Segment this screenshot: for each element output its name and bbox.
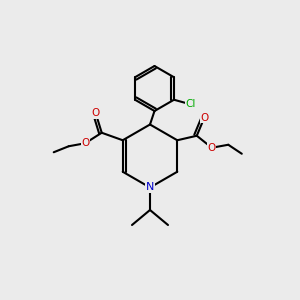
Text: O: O [92, 108, 100, 118]
Text: O: O [200, 113, 208, 123]
Text: O: O [208, 143, 216, 153]
Text: O: O [81, 138, 89, 148]
Text: N: N [146, 182, 154, 193]
Text: Cl: Cl [185, 99, 196, 109]
